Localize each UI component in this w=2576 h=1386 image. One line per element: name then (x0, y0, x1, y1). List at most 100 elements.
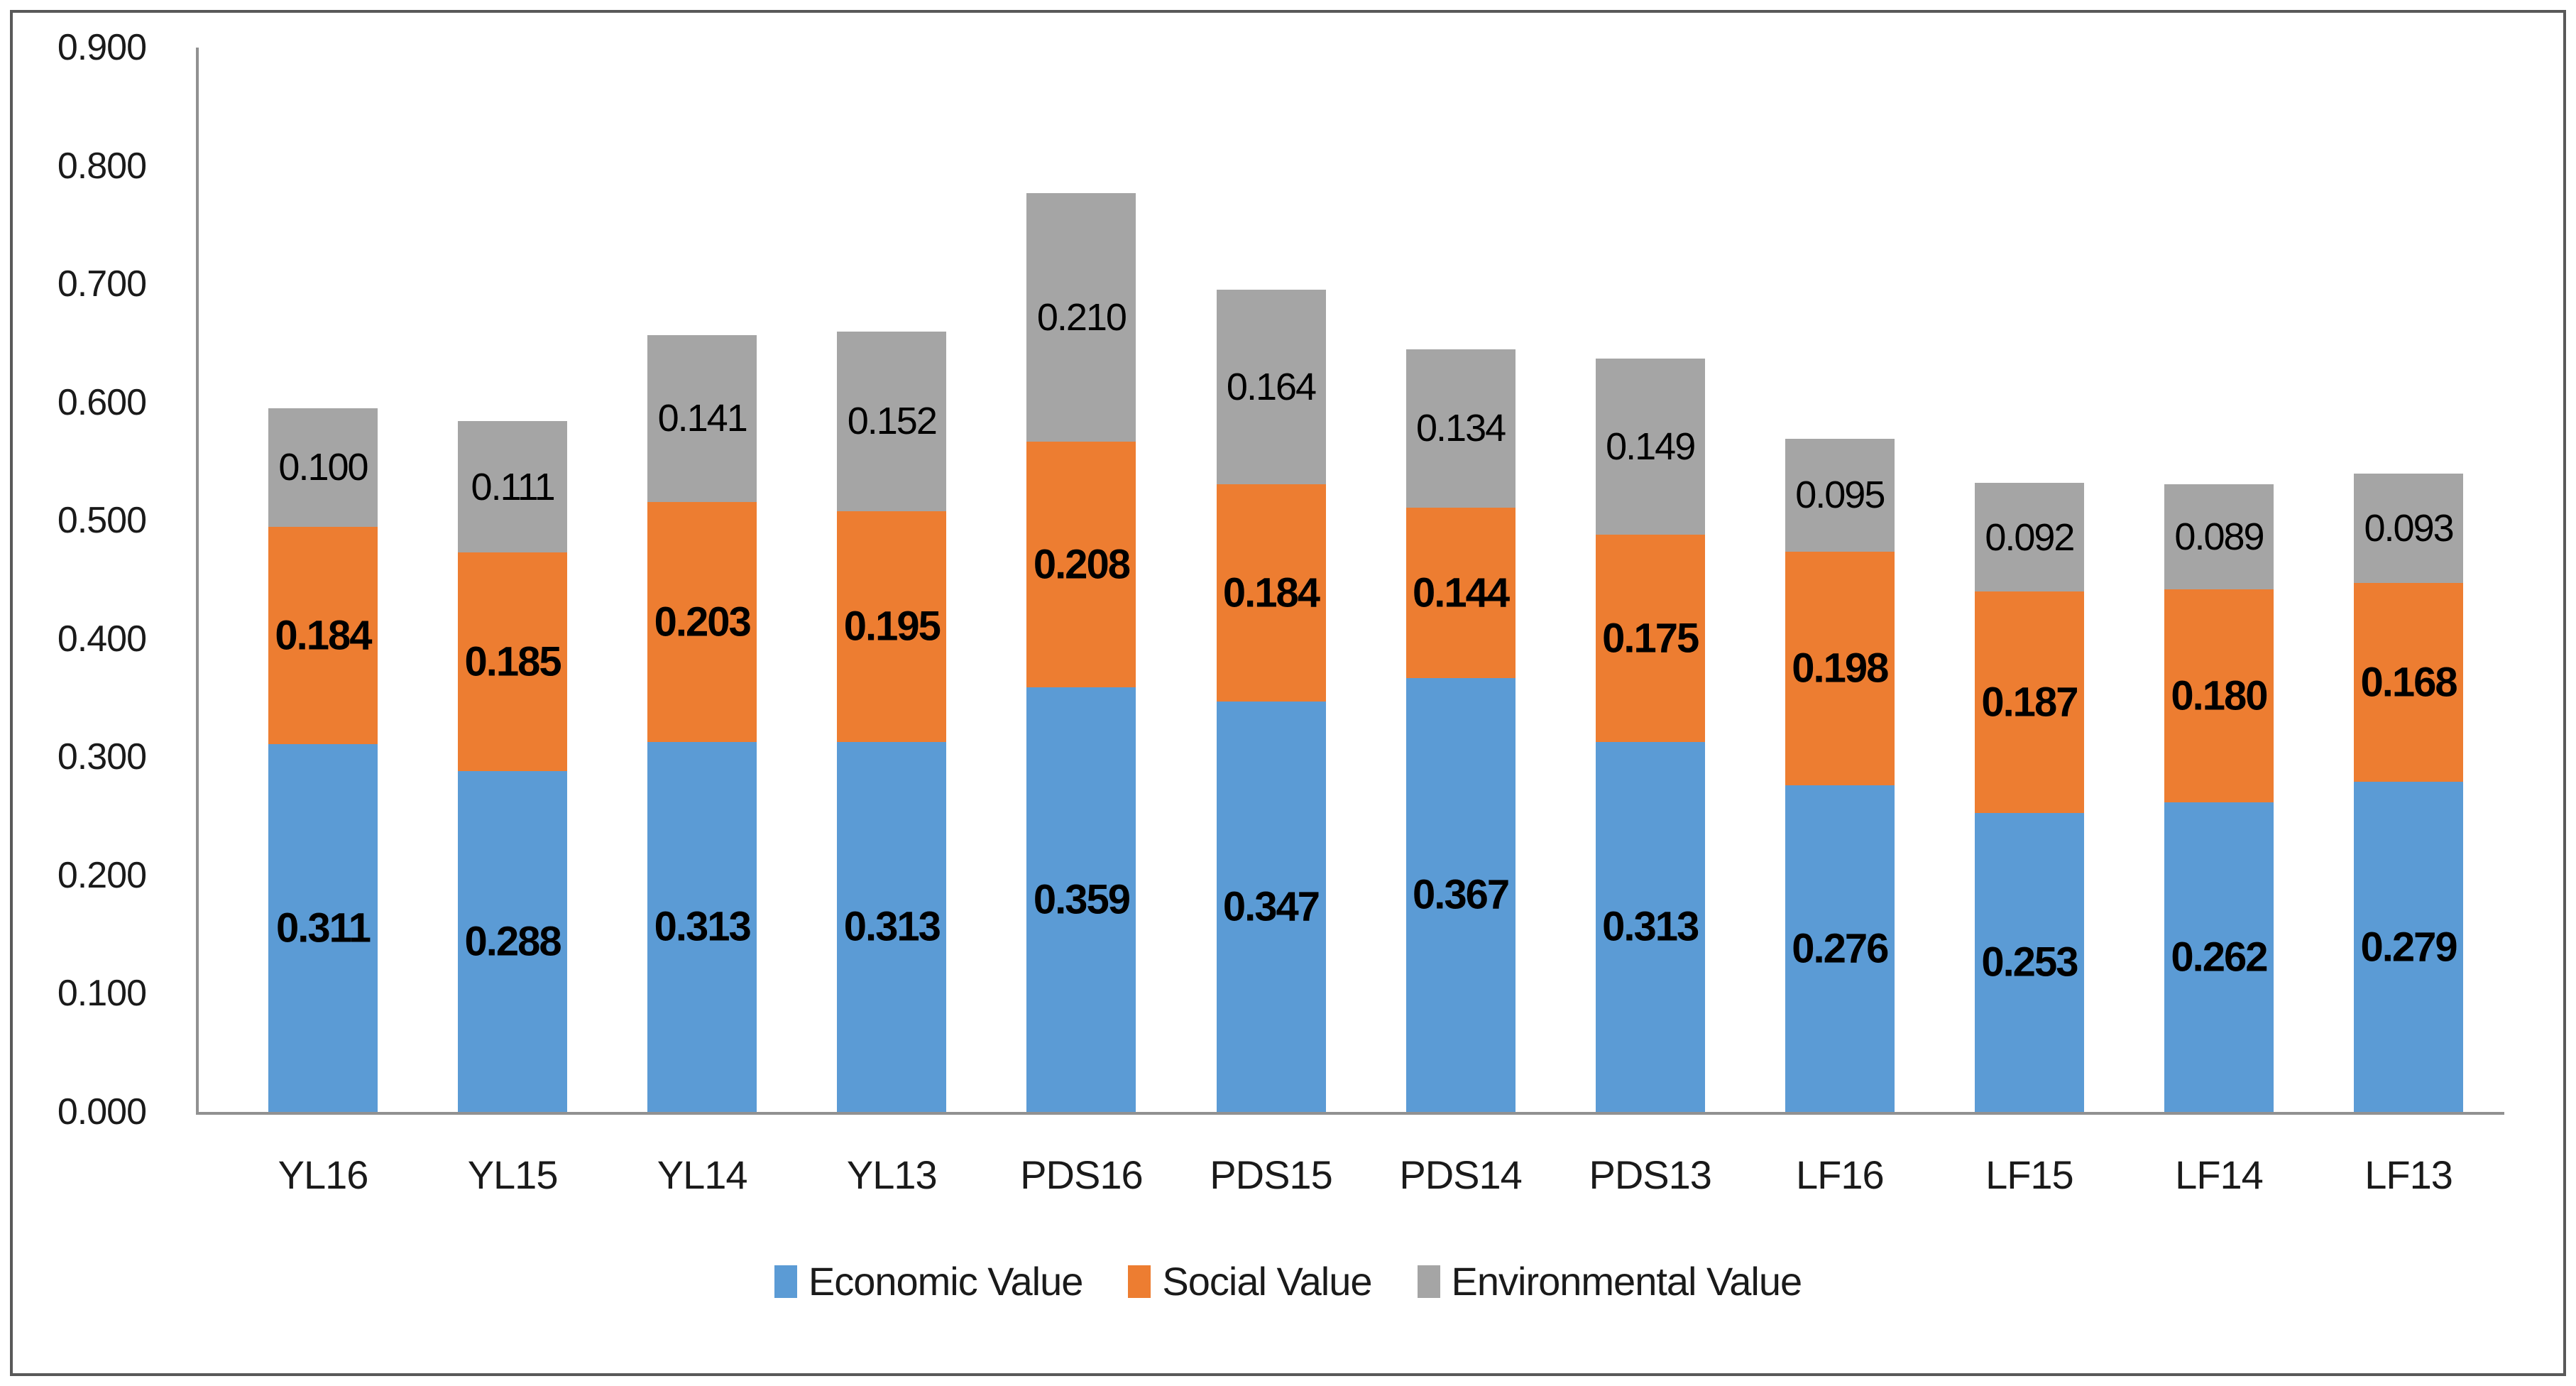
x-axis-line (196, 1112, 2504, 1115)
x-axis-label-lf15: LF15 (1985, 1152, 2074, 1197)
x-axis-label-pds16: PDS16 (1020, 1152, 1143, 1197)
data-label-PDS16-economic-value: 0.359 (1033, 876, 1131, 923)
bar-segment-LF15-environmental-value (1974, 482, 2084, 592)
data-label-YL16-economic-value: 0.311 (276, 905, 371, 951)
x-axis-label-yl14: YL14 (657, 1152, 748, 1197)
data-label-YL14-economic-value: 0.313 (654, 903, 752, 950)
y-axis-tick-label: 0.800 (57, 145, 147, 187)
bar-segment-LF14-economic-value (2164, 802, 2274, 1112)
bar-segment-LF15-economic-value (1974, 812, 2084, 1112)
bar-segment-YL15-economic-value (458, 771, 568, 1112)
data-label-YL14-social-value: 0.203 (654, 599, 752, 645)
data-label-PDS14-environmental-value: 0.134 (1416, 407, 1506, 450)
bar-segment-YL16-environmental-value (268, 408, 378, 527)
x-axis-label-pds14: PDS14 (1399, 1152, 1522, 1197)
data-label-PDS16-social-value: 0.208 (1033, 541, 1131, 588)
data-label-YL13-environmental-value: 0.152 (847, 400, 938, 443)
data-label-LF14-economic-value: 0.262 (2171, 934, 2268, 981)
bar-segment-LF13-social-value (2354, 583, 2464, 782)
data-label-PDS15-social-value: 0.184 (1222, 569, 1320, 616)
bar-segment-YL16-economic-value (268, 744, 378, 1112)
data-label-PDS13-economic-value: 0.313 (1602, 903, 1699, 950)
bar-segment-PDS14-economic-value (1405, 677, 1516, 1112)
y-axis-tick-label: 0.500 (57, 500, 147, 542)
bar-segment-YL14-social-value (647, 501, 757, 742)
data-label-LF14-environmental-value: 0.089 (2174, 515, 2264, 558)
bar-segment-YL13-environmental-value (837, 331, 947, 511)
data-label-LF14-social-value: 0.180 (2171, 672, 2268, 719)
legend-item-economic-value: Economic Value (774, 1258, 1083, 1304)
data-label-LF15-social-value: 0.187 (1981, 679, 2078, 726)
y-axis-tick-label: 0.000 (57, 1091, 147, 1133)
bar-segment-PDS15-economic-value (1216, 702, 1326, 1112)
data-label-PDS16-environmental-value: 0.210 (1036, 295, 1127, 339)
bar-segment-YL14-economic-value (647, 741, 757, 1112)
bar-segment-PDS14-social-value (1405, 507, 1516, 678)
legend-label: Economic Value (808, 1259, 1084, 1304)
bar-segment-YL15-social-value (458, 552, 568, 772)
data-label-YL13-social-value: 0.195 (843, 603, 941, 650)
data-label-LF13-economic-value: 0.279 (2360, 924, 2458, 971)
bar-segment-PDS13-social-value (1595, 535, 1705, 742)
data-label-YL13-economic-value: 0.313 (843, 903, 941, 950)
legend-label: Social Value (1162, 1259, 1372, 1304)
bar-segment-PDS13-economic-value (1595, 741, 1705, 1112)
data-label-PDS13-environmental-value: 0.149 (1606, 425, 1696, 469)
legend-item-social-value: Social Value (1128, 1258, 1373, 1304)
data-label-YL15-economic-value: 0.288 (464, 918, 562, 965)
x-axis-label-yl13: YL13 (846, 1152, 938, 1197)
bar-segment-LF16-economic-value (1785, 785, 1895, 1112)
bar-segment-PDS14-environmental-value (1405, 349, 1516, 508)
y-axis-tick-label: 0.100 (57, 973, 147, 1015)
data-label-PDS15-environmental-value: 0.164 (1226, 366, 1317, 408)
y-axis-tick-label: 0.600 (57, 381, 147, 423)
x-axis-label-yl16: YL16 (278, 1152, 369, 1197)
bar-segment-LF16-environmental-value (1785, 439, 1895, 552)
legend-item-environmental-value: Environmental Value (1417, 1258, 1803, 1304)
environmental-value-swatch-icon (1417, 1265, 1440, 1298)
bar-segment-LF14-environmental-value (2164, 484, 2274, 589)
data-label-LF15-environmental-value: 0.092 (1985, 515, 2075, 559)
x-axis-label-pds15: PDS15 (1210, 1152, 1332, 1197)
x-axis-label-lf14: LF14 (2175, 1152, 2264, 1197)
y-axis-tick-label: 0.900 (57, 27, 147, 68)
data-label-LF13-environmental-value: 0.093 (2364, 507, 2455, 550)
data-label-LF15-economic-value: 0.253 (1981, 939, 2078, 986)
economic-value-swatch-icon (774, 1265, 797, 1298)
bar-segment-PDS16-environmental-value (1026, 192, 1136, 442)
data-label-YL15-environmental-value: 0.111 (471, 465, 556, 508)
bar-segment-YL16-social-value (268, 526, 378, 744)
bar-segment-PDS16-economic-value (1026, 687, 1136, 1112)
bar-segment-LF14-social-value (2164, 589, 2274, 802)
data-label-YL15-social-value: 0.185 (464, 638, 562, 685)
data-label-LF16-economic-value: 0.276 (1792, 925, 1889, 972)
x-axis-label-lf16: LF16 (1795, 1152, 1885, 1197)
data-label-YL16-social-value: 0.184 (275, 612, 372, 659)
bar-segment-YL13-social-value (837, 511, 947, 742)
bar-segment-LF15-social-value (1974, 591, 2084, 813)
y-axis-tick-label: 0.200 (57, 854, 147, 896)
legend: Economic Value Social Value Environmenta… (0, 1258, 2576, 1304)
data-label-PDS13-social-value: 0.175 (1602, 615, 1699, 662)
y-axis-tick-label: 0.300 (57, 736, 147, 778)
bar-segment-YL15-environmental-value (458, 421, 568, 553)
data-label-PDS14-economic-value: 0.367 (1413, 871, 1510, 918)
data-label-YL16-environmental-value: 0.100 (278, 446, 368, 489)
data-label-LF16-environmental-value: 0.095 (1795, 474, 1885, 517)
bar-segment-PDS15-social-value (1216, 484, 1326, 702)
data-label-LF13-social-value: 0.168 (2360, 659, 2458, 706)
bar-segment-PDS15-environmental-value (1216, 290, 1326, 484)
legend-label: Environmental Value (1451, 1259, 1803, 1304)
bar-segment-LF13-environmental-value (2354, 473, 2464, 584)
y-axis-tick-label: 0.400 (57, 618, 147, 660)
bar-segment-YL13-economic-value (837, 741, 947, 1112)
data-label-PDS14-social-value: 0.144 (1413, 569, 1510, 616)
y-axis-line (196, 48, 199, 1112)
data-label-LF16-social-value: 0.198 (1792, 645, 1889, 692)
data-label-YL14-environmental-value: 0.141 (657, 397, 748, 440)
bar-segment-LF13-economic-value (2354, 782, 2464, 1112)
bar-segment-PDS16-social-value (1026, 441, 1136, 688)
x-axis-label-pds13: PDS13 (1589, 1152, 1711, 1197)
x-axis-label-yl15: YL15 (467, 1152, 559, 1197)
